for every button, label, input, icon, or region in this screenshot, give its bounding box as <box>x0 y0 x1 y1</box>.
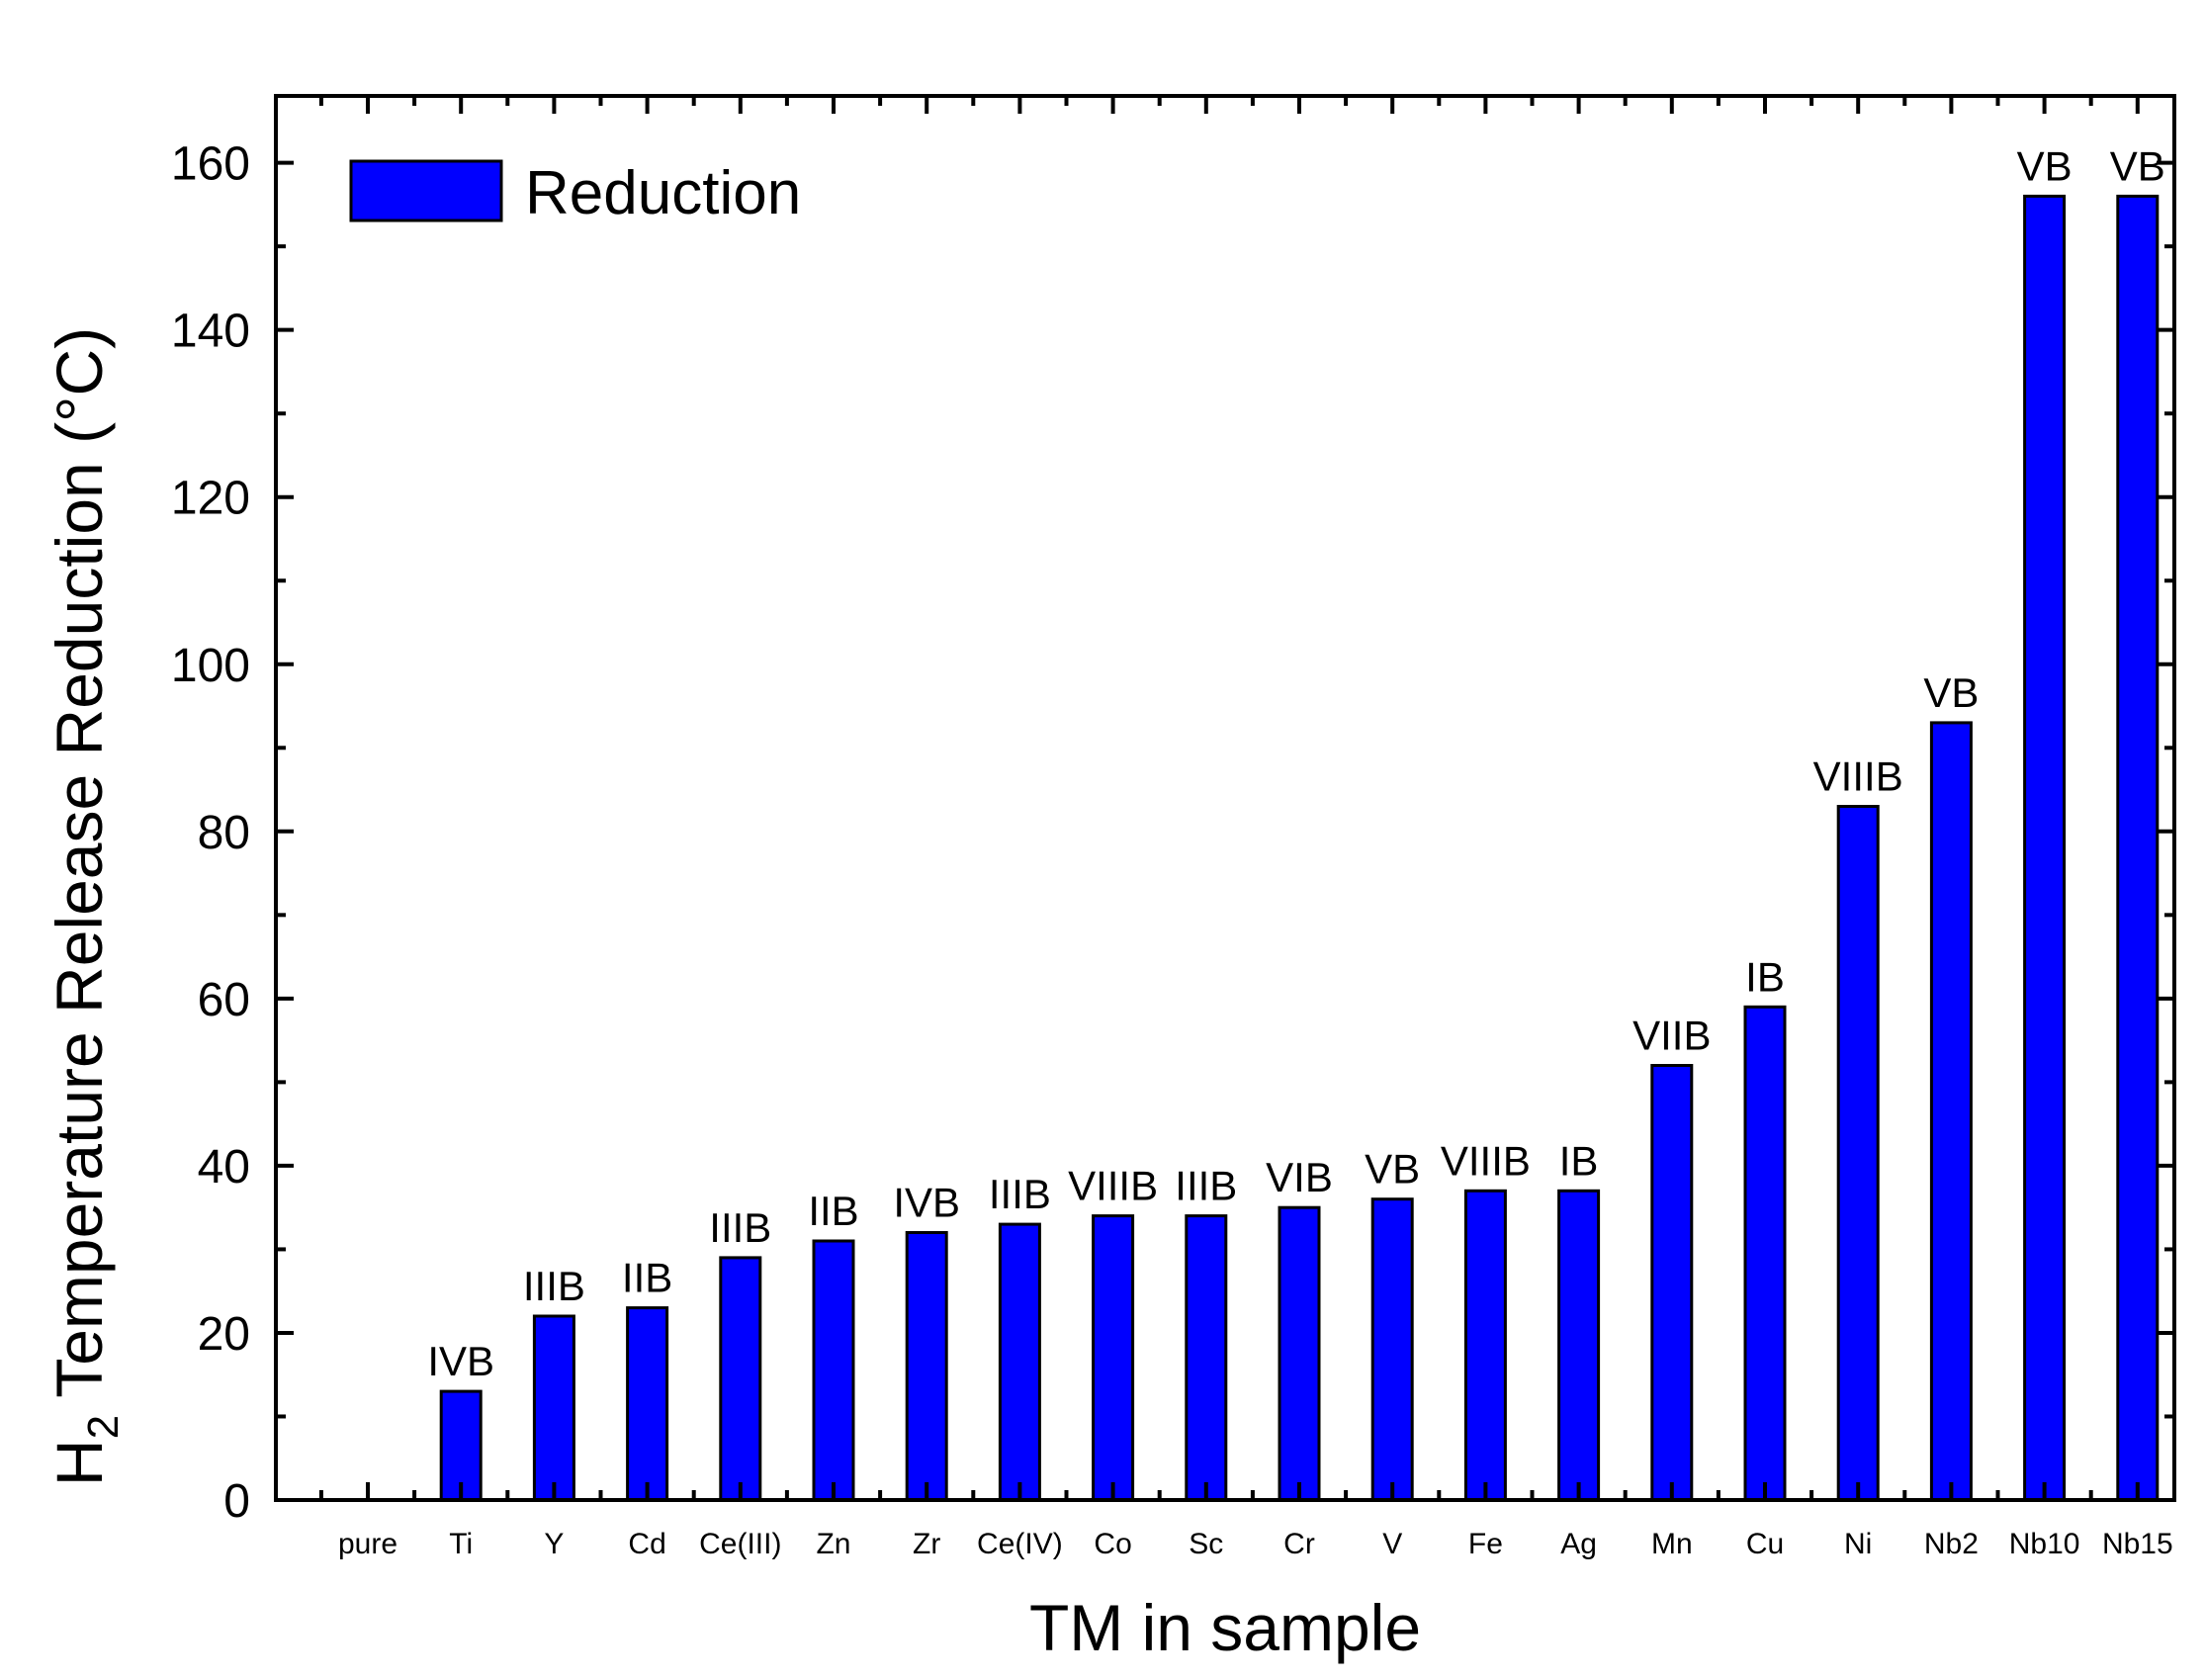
y-tick-label: 20 <box>198 1308 250 1361</box>
x-tick-label: V <box>1382 1528 1402 1560</box>
x-tick-label: Sc <box>1189 1528 1223 1560</box>
x-tick-label: Fe <box>1468 1528 1503 1560</box>
bar-nb10 <box>2023 194 2067 1502</box>
bar-label: IB <box>1745 953 1785 1000</box>
x-tick-label: Zr <box>913 1528 940 1560</box>
bar-label: IIIB <box>1175 1163 1237 1209</box>
y-tick-label: 0 <box>223 1475 250 1528</box>
bar-label: VB <box>1365 1146 1420 1193</box>
legend-label-reduction: Reduction <box>525 159 801 227</box>
bar-label: VIIIB <box>1441 1137 1531 1184</box>
x-tick-label: Ti <box>449 1528 473 1560</box>
bar-label: IB <box>1559 1137 1599 1184</box>
x-tick-label: Co <box>1094 1528 1131 1560</box>
bar-zr <box>905 1231 948 1502</box>
x-tick-label: Ag <box>1560 1528 1597 1560</box>
bar-label: IIB <box>808 1188 858 1234</box>
x-tick-label: pure <box>338 1528 397 1560</box>
x-tick-label: Y <box>544 1528 564 1560</box>
y-tick-label: 120 <box>171 473 250 525</box>
bar-ceiii <box>719 1256 762 1502</box>
bar-ti <box>439 1389 483 1502</box>
x-tick-label: Nb2 <box>1924 1528 1979 1560</box>
bar-ni <box>1836 805 1880 1502</box>
x-tick-label: Ni <box>1844 1528 1872 1560</box>
bar-nb15 <box>2116 194 2160 1502</box>
y-tick-label: 160 <box>171 138 250 191</box>
bar-co <box>1092 1214 1135 1502</box>
bar-label: VB <box>2017 142 2073 189</box>
x-tick-label: Zn <box>816 1528 850 1560</box>
bar-ceiv <box>998 1222 1041 1502</box>
bar-label: VIIIB <box>1813 753 1903 800</box>
bar-label: VIIB <box>1632 1013 1711 1059</box>
x-tick-label: Mn <box>1651 1528 1693 1560</box>
bar-label: VIB <box>1266 1154 1333 1200</box>
bar-sc <box>1185 1214 1228 1502</box>
x-tick-label: Ce(III) <box>699 1528 781 1560</box>
x-tick-label: Nb15 <box>2102 1528 2173 1560</box>
bar-ag <box>1557 1189 1601 1502</box>
x-tick-label: Cd <box>628 1528 665 1560</box>
bar-v <box>1370 1197 1414 1502</box>
bar-label: IIB <box>622 1255 672 1301</box>
x-tick-label: Cr <box>1283 1528 1315 1560</box>
y-tick-label: 60 <box>198 974 250 1026</box>
bar-label: VIIIB <box>1068 1163 1158 1209</box>
x-tick-label: Nb10 <box>2009 1528 2080 1560</box>
x-axis-title: TM in sample <box>1029 1591 1421 1664</box>
y-axis-title-prefix: H <box>43 1439 116 1486</box>
axes-group: 0 20 40 60 80 100 120 140 160 pure Ti Y Cd Ce(III) Zn Z… <box>171 94 2176 1560</box>
y-tick-label: 80 <box>198 807 250 859</box>
x-tick-label: Cu <box>1746 1528 1784 1560</box>
y-axis-title: H2 Temperature Release Reduction (°C) <box>43 327 128 1486</box>
x-tick-label: Ce(IV) <box>977 1528 1063 1560</box>
bar-fe <box>1463 1189 1507 1502</box>
y-tick-label: 100 <box>171 640 250 692</box>
bar-label: IIIB <box>989 1171 1051 1217</box>
plot-frame <box>274 94 2176 1502</box>
bar-cr <box>1278 1205 1321 1502</box>
y-tick-label: 140 <box>171 306 250 358</box>
bar-zn <box>812 1239 855 1502</box>
bar-label: IIIB <box>709 1204 771 1251</box>
y-tick-label: 40 <box>198 1141 250 1194</box>
bar-labels-group: IVB IIIB IIB IIIB IIB IVB IIIB VIIIB IIIB VIB VB VI… <box>427 142 2164 1384</box>
bar-label: IVB <box>893 1180 960 1226</box>
bar-cd <box>626 1306 669 1502</box>
bar-label: VB <box>1923 669 1979 716</box>
bar-nb2 <box>1929 721 1973 1502</box>
bar-label: IVB <box>427 1338 494 1384</box>
bar-mn <box>1650 1064 1694 1502</box>
bar-label: IIIB <box>523 1263 585 1309</box>
bar-label: VB <box>2110 142 2165 189</box>
legend: Reduction <box>349 159 801 227</box>
legend-swatch-reduction <box>349 159 503 222</box>
y-axis-title-subscript: 2 <box>79 1415 128 1439</box>
y-axis-title-rest: Temperature Release Reduction (°C) <box>43 327 116 1415</box>
bar-y <box>532 1314 575 1502</box>
bars-group <box>439 194 2160 1502</box>
bar-cu <box>1743 1005 1787 1502</box>
